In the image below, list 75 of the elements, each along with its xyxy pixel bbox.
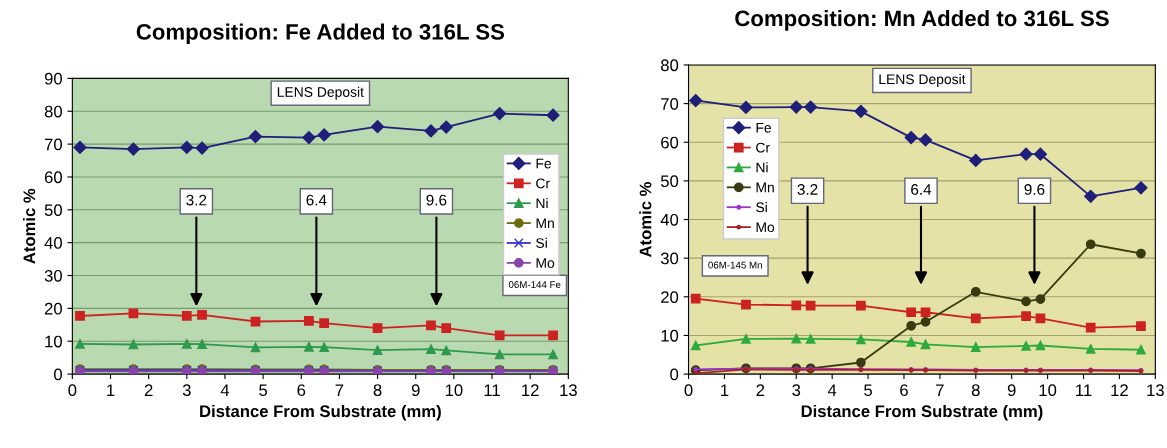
chart-title: Composition: Mn Added to 316L SS (735, 9, 1109, 31)
x-tick-label: 10 (445, 384, 463, 397)
y-tick-label: 50 (660, 175, 679, 188)
y-axis-title: Atomic % (23, 188, 36, 264)
chart-title: Composition: Fe Added to 316L SS (136, 23, 505, 45)
x-tick-label: 7 (335, 384, 344, 396)
x-tick-label: 2 (756, 384, 765, 396)
legend-label: Cr (536, 178, 550, 189)
annotation: 9.6 (1024, 184, 1045, 195)
legend-label: Cr (756, 142, 770, 153)
x-tick-label: 1 (721, 384, 729, 396)
y-tick-label: 90 (44, 72, 62, 85)
y-tick-label: 40 (44, 237, 62, 249)
y-tick-label: 70 (661, 98, 679, 110)
y-tick-label: 10 (45, 335, 62, 348)
y-tick-label: 70 (44, 138, 62, 151)
legend-label: Mn (536, 218, 554, 228)
x-axis-title: Distance From Substrate (mm) (801, 404, 1043, 421)
x-tick-label: 4 (827, 384, 837, 396)
x-tick-label: 9 (411, 384, 420, 397)
annotation: 3.2 (186, 194, 207, 206)
y-tick-label: 10 (661, 329, 679, 342)
x-tick-label: 6 (900, 384, 908, 397)
annotation: 06M-145 Mn (708, 261, 762, 269)
x-tick-label: 5 (864, 384, 872, 397)
annotation: LENS Deposit (277, 86, 364, 100)
x-tick-label: 8 (373, 384, 382, 397)
x-axis-title: Distance From Substrate (mm) (200, 404, 441, 421)
y-tick-label: 60 (661, 136, 679, 149)
annotation: 06M-144 Fe (508, 281, 561, 288)
legend-label: Mn (756, 182, 774, 193)
x-tick-label: 5 (259, 384, 268, 397)
x-tick-label: 3 (792, 384, 801, 397)
y-axis-title: Atomic % (639, 181, 652, 258)
x-tick-label: 3 (182, 384, 191, 397)
x-tick-label: 11 (484, 384, 500, 396)
y-tick-label: 80 (661, 59, 679, 72)
x-tick-label: 4 (220, 384, 230, 396)
x-tick-label: 6 (297, 384, 306, 397)
y-tick-label: 30 (44, 269, 62, 282)
y-tick-label: 20 (661, 291, 679, 303)
annotation: 6.4 (306, 194, 327, 206)
legend-label: Fe (536, 158, 552, 169)
y-tick-label: 80 (44, 105, 62, 118)
y-tick-label: 0 (670, 368, 679, 381)
y-tick-label: 30 (660, 252, 679, 265)
x-tick-label: 0 (684, 384, 693, 397)
legend-label: Si (536, 237, 547, 248)
legend-label: Fe (756, 122, 772, 133)
annotation: LENS Deposit (879, 73, 966, 87)
y-tick-label: 20 (44, 302, 62, 315)
x-tick-label: 0 (68, 384, 77, 397)
y-tick-label: 60 (44, 171, 62, 184)
annotation: 9.6 (426, 194, 447, 206)
x-tick-label: 9 (1007, 384, 1016, 397)
legend-label: Ni (756, 162, 768, 173)
annotation: 3.2 (797, 184, 818, 195)
legend-label: Si (756, 202, 767, 213)
x-tick-label: 13 (1147, 384, 1164, 397)
x-tick-label: 13 (560, 384, 577, 397)
annotation: 6.4 (911, 184, 932, 195)
x-tick-label: 8 (971, 384, 980, 397)
x-tick-label: 10 (1039, 384, 1057, 397)
x-tick-label: 12 (1111, 384, 1128, 396)
x-tick-label: 1 (107, 384, 115, 396)
legend-label: Ni (536, 197, 548, 209)
y-tick-label: 0 (54, 368, 62, 381)
legend-label: Mo (536, 258, 555, 268)
y-tick-label: 50 (44, 204, 62, 217)
x-tick-label: 7 (936, 384, 944, 396)
legend-label: Mo (756, 222, 775, 233)
x-tick-label: 12 (522, 384, 539, 396)
x-tick-label: 11 (1076, 384, 1092, 396)
y-tick-label: 40 (660, 213, 679, 226)
x-tick-label: 2 (144, 384, 153, 396)
